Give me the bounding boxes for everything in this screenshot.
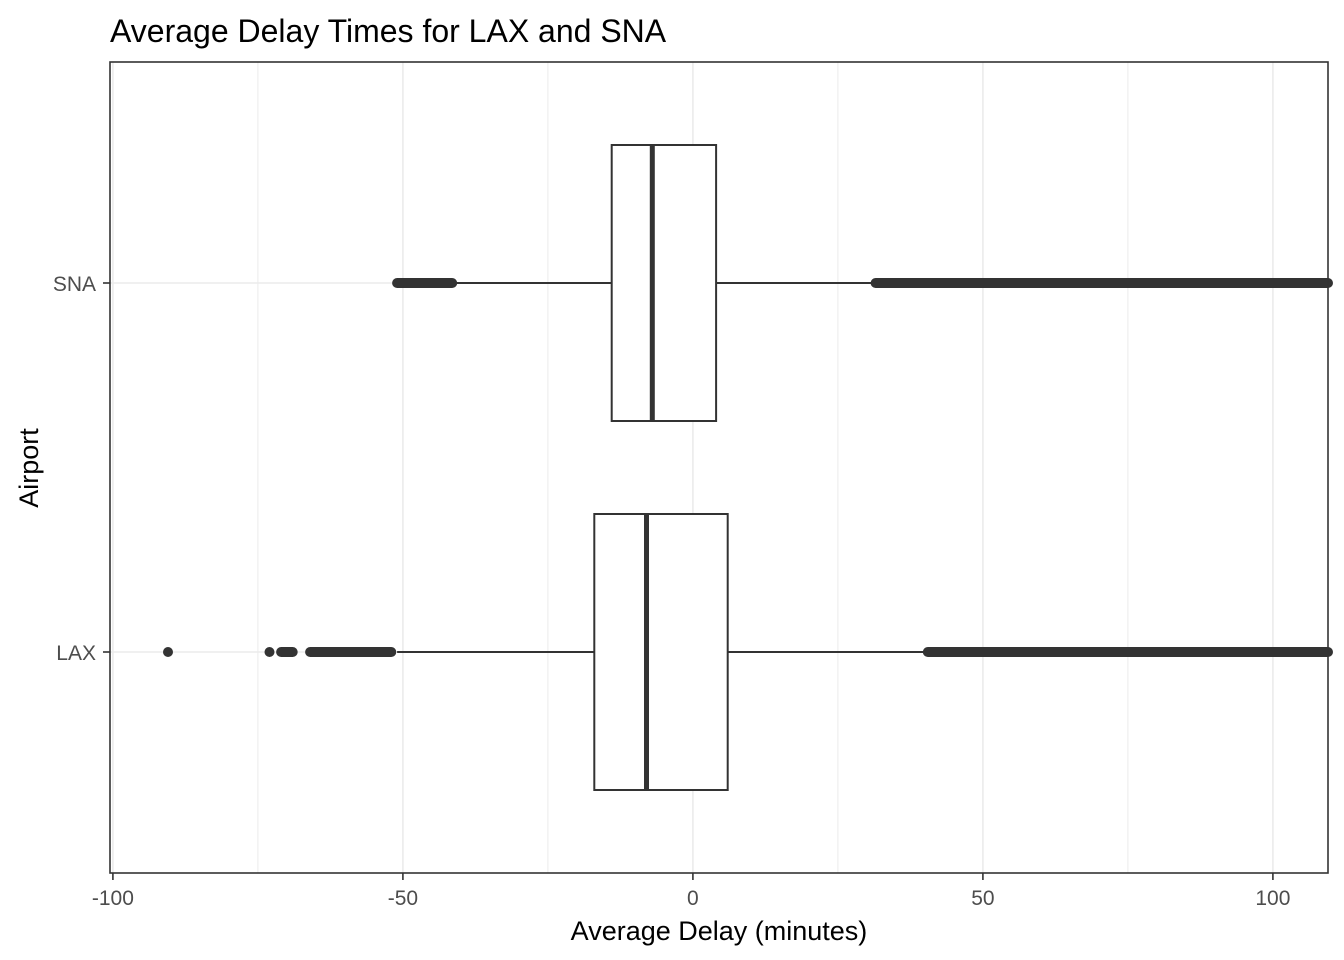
chart-title: Average Delay Times for LAX and SNA — [110, 13, 667, 49]
x-tick-label: -50 — [388, 887, 418, 910]
outlier-point — [264, 647, 275, 657]
outlier-point — [163, 647, 173, 657]
x-axis: -100 -50 0 50 100 — [92, 873, 1290, 910]
plot-panel — [109, 61, 1333, 874]
box-iqr — [610, 144, 718, 422]
box-iqr — [593, 513, 729, 791]
y-tick-label: LAX — [56, 642, 96, 665]
box-lax — [163, 513, 1333, 791]
box-sna — [392, 144, 1333, 422]
x-tick-label: 0 — [687, 887, 699, 910]
y-axis-title: Airport — [14, 428, 44, 508]
panel-border — [109, 61, 1329, 874]
y-axis: LAX SNA — [53, 273, 110, 665]
x-tick-label: 50 — [971, 887, 994, 910]
x-tick-label: -100 — [92, 887, 134, 910]
y-tick-label: SNA — [53, 273, 96, 296]
x-axis-title: Average Delay (minutes) — [571, 916, 868, 946]
x-tick-label: 100 — [1255, 887, 1290, 910]
